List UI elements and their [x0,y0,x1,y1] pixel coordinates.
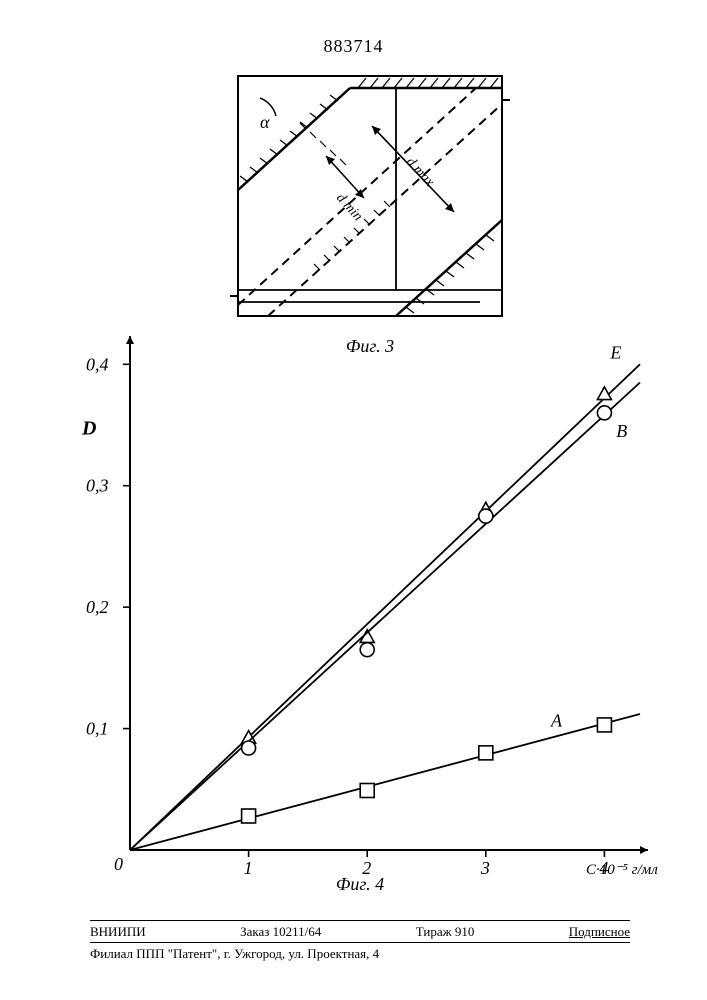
fig4-caption: Фиг. 4 [60,874,660,895]
page-number: 883714 [0,36,707,57]
dmax-label: d max [403,155,437,191]
figure-3: α d min d max [230,70,510,330]
svg-text:А: А [550,711,563,731]
footer: ВНИИПИ Заказ 10211/64 Тираж 910 Подписно… [90,920,630,962]
alpha-label: α [260,112,270,132]
svg-text:0,3: 0,3 [86,476,109,496]
svg-text:В: В [616,421,627,441]
svg-text:0,1: 0,1 [86,719,109,739]
footer-sub: Подписное [569,924,630,940]
svg-text:Е: Е [609,342,621,362]
svg-text:0,2: 0,2 [86,597,109,617]
svg-text:0,4: 0,4 [86,354,109,374]
footer-line2: Филиал ППП "Патент", г. Ужгород, ул. Про… [90,942,630,962]
svg-text:D: D [81,418,96,440]
footer-org: ВНИИПИ [90,924,146,940]
footer-tirage: Тираж 910 [416,924,475,940]
footer-order: Заказ 10211/64 [240,924,321,940]
svg-text:0: 0 [114,854,123,874]
figure-4-chart: 01234C·10⁻⁵ г/мл0,10,20,30,4DЕВА [60,330,660,890]
